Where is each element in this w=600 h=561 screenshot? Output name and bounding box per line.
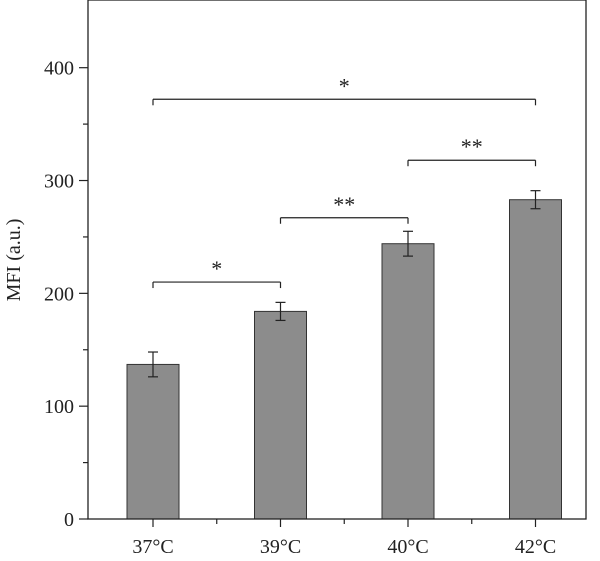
bar [254,310,307,520]
y-tick-label: 100 [44,396,74,418]
y-tick-label: 200 [44,283,74,305]
x-tick-label: 42°C [515,536,556,558]
significance-label: * [211,256,222,281]
significance-label: * [339,73,350,98]
y-axis-label: MFI (a.u.) [3,219,25,302]
y-tick-label: 300 [44,171,74,193]
x-tick-label: 39°C [260,536,301,558]
bar [126,363,180,520]
plot-frame [87,0,587,520]
significance-label: ** [461,134,483,159]
bar [509,199,562,520]
y-tick-label: 0 [64,509,74,531]
x-tick-label: 40°C [387,536,428,558]
y-tick-label: 400 [44,58,74,80]
bar [381,243,435,520]
significance-label: ** [333,192,355,217]
x-tick-label: 37°C [132,536,173,558]
